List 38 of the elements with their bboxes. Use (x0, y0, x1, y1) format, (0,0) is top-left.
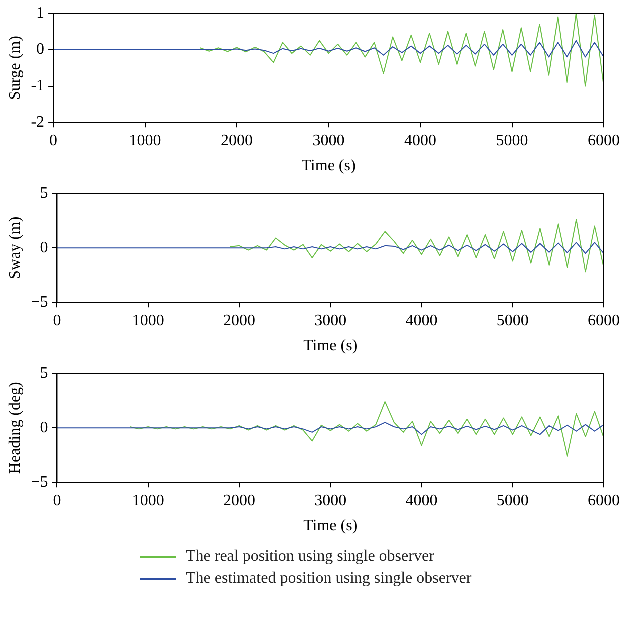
x-tick-label: 3000 (314, 492, 347, 510)
y-tick-label: −5 (31, 474, 48, 491)
x-axis-title: Time (s) (304, 518, 358, 535)
y-tick-label: 5 (40, 184, 48, 202)
x-tick-label: 6000 (588, 312, 620, 330)
x-tick-label: 4000 (406, 312, 438, 330)
x-tick-label: 5000 (496, 312, 529, 330)
y-tick-label: 0 (40, 419, 48, 436)
legend-label: The real position using single observer (186, 548, 434, 566)
y-tick-label: 0 (40, 239, 48, 256)
x-tick-label: 2000 (223, 312, 256, 330)
x-tick-label: 6000 (588, 132, 620, 150)
y-axis-title: Surge (m) (6, 36, 24, 100)
x-tick-label: 2000 (221, 132, 254, 150)
x-tick-label: 1000 (132, 492, 164, 510)
x-tick-label: 1000 (132, 312, 164, 330)
x-tick-label: 4000 (404, 132, 437, 150)
y-tick-label: -1 (31, 77, 45, 94)
x-tick-label: 4000 (406, 492, 438, 510)
x-tick-label: 6000 (588, 492, 620, 510)
x-tick-label: 2000 (223, 492, 256, 510)
x-tick-label: 0 (53, 492, 62, 510)
x-tick-label: 3000 (314, 312, 347, 330)
x-axis-title: Time (s) (302, 158, 356, 175)
y-tick-label: 5 (40, 364, 48, 382)
y-axis-title: Sway (m) (6, 216, 24, 280)
legend-label: The estimated position using single observer (186, 570, 472, 588)
y-tick-label: 0 (36, 41, 45, 58)
x-axis-title: Time (s) (304, 338, 358, 355)
x-tick-label: 1000 (129, 132, 162, 150)
x-tick-label: 3000 (312, 132, 345, 150)
x-tick-label: 0 (53, 312, 62, 330)
y-tick-label: -2 (31, 114, 45, 131)
x-tick-label: 5000 (496, 492, 529, 510)
y-tick-label: 1 (36, 4, 45, 22)
x-tick-label: 5000 (496, 132, 528, 150)
y-tick-label: −5 (31, 294, 48, 311)
y-axis-title: Heading (deg) (6, 382, 24, 474)
